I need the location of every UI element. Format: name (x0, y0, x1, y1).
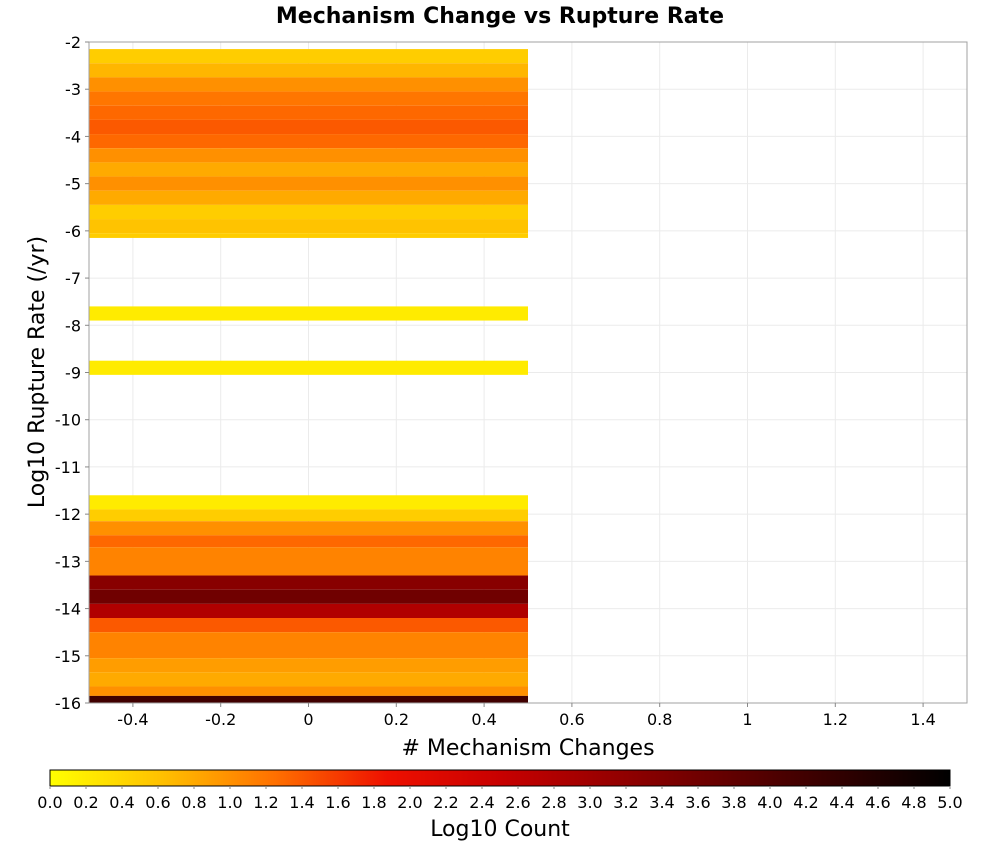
heatmap-cell (89, 535, 528, 548)
colorbar (49, 769, 951, 787)
heatmap-cell (89, 176, 528, 191)
colorbar-tick-label: 0.2 (73, 793, 98, 812)
colorbar-tick-label: 4.4 (829, 793, 854, 812)
heatmap-cell (89, 77, 528, 92)
colorbar-tick-label: 1.8 (361, 793, 386, 812)
heatmap-cell (89, 658, 528, 673)
colorbar-tick-label: 5.0 (937, 793, 962, 812)
colorbar-tick-label: 0.6 (145, 793, 170, 812)
y-tick-label: -6 (65, 222, 81, 241)
y-axis-label: Log10 Rupture Rate (/yr) (25, 236, 50, 508)
heatmap-cell (89, 521, 528, 536)
y-tick-label: -5 (65, 175, 81, 194)
heatmap-cell (89, 148, 528, 163)
x-tick-label: 0.2 (384, 710, 409, 729)
colorbar-tick-label: 3.6 (685, 793, 710, 812)
heatmap-cell (89, 134, 528, 149)
colorbar-tick-label: 4.6 (865, 793, 890, 812)
x-tick-label: 1 (742, 710, 752, 729)
colorbar-tick-label: 1.0 (217, 793, 242, 812)
heatmap-cell (89, 49, 528, 64)
heatmap-cell (89, 119, 528, 135)
y-tick-label: -16 (55, 694, 81, 713)
y-tick-label: -2 (65, 33, 81, 52)
colorbar-tick-label: 3.0 (577, 793, 602, 812)
colorbar-tick-label: 1.2 (253, 793, 278, 812)
heatmap-cell (89, 91, 528, 106)
y-tick-label: -13 (55, 552, 81, 571)
y-tick-label: -15 (55, 647, 81, 666)
x-tick-label: 0.8 (647, 710, 672, 729)
heatmap-cell (89, 105, 528, 120)
y-tick-label: -10 (55, 411, 81, 430)
x-axis-ticks: -0.4 -0.2 0 0.2 0.4 0.6 0.8 1 1.2 1.4 (117, 703, 936, 729)
heatmap-cell (89, 162, 528, 177)
x-tick-label: -0.4 (117, 710, 148, 729)
colorbar-tick-label: 4.8 (901, 793, 926, 812)
colorbar-tick-label: 1.6 (325, 793, 350, 812)
heatmap-cell (89, 686, 528, 696)
y-tick-label: -7 (65, 269, 81, 288)
x-tick-label: -0.2 (205, 710, 236, 729)
x-tick-label: 0 (303, 710, 313, 729)
colorbar-tick-label: 2.8 (541, 793, 566, 812)
y-tick-label: -11 (55, 458, 81, 477)
heatmap-cell (89, 547, 528, 576)
x-tick-label: 1.4 (910, 710, 935, 729)
heatmap-cell (89, 618, 528, 633)
colorbar-tick-label: 4.2 (793, 793, 818, 812)
y-tick-label: -8 (65, 316, 81, 335)
heatmap-cell (89, 632, 528, 659)
chart-title: Mechanism Change vs Rupture Rate (276, 4, 724, 29)
heatmap-cell (89, 495, 528, 510)
heatmap-cell (89, 219, 528, 234)
x-axis-label: # Mechanism Changes (401, 736, 654, 761)
heatmap-cell (89, 695, 528, 703)
colorbar-tick-label: 2.6 (505, 793, 530, 812)
x-tick-label: 0.4 (471, 710, 496, 729)
y-tick-label: -14 (55, 600, 81, 619)
colorbar-tick-label: 4.0 (757, 793, 782, 812)
y-axis-ticks: -2 -3 -4 -5 -6 -7 -8 -9 -10 -11 -12 -13 -14 -15 -16 (55, 33, 89, 713)
colorbar-tick-label: 0.0 (37, 793, 62, 812)
colorbar-tick-label: 2.2 (433, 793, 458, 812)
colorbar-tick-label: 1.4 (289, 793, 314, 812)
heatmap-cell (89, 63, 528, 78)
heatmap-cells (89, 49, 528, 703)
heatmap-cell (89, 672, 528, 687)
x-tick-label: 1.2 (823, 710, 848, 729)
colorbar-label: Log10 Count (430, 817, 570, 842)
y-tick-label: -9 (65, 364, 81, 383)
heatmap-cell (89, 190, 528, 205)
colorbar-tick-label: 3.2 (613, 793, 638, 812)
colorbar-ticks: 0.0 0.2 0.4 0.6 0.8 1.0 1.2 1.4 1.6 1.8 2.0 2.2 2.4 2… (37, 786, 963, 812)
y-tick-label: -12 (55, 505, 81, 524)
heatmap-cell (89, 575, 528, 590)
heatmap-cell (89, 603, 528, 619)
heatmap-cell (89, 589, 528, 604)
colorbar-tick-label: 0.4 (109, 793, 134, 812)
heatmap-cell (89, 360, 528, 375)
heatmap-cell (89, 204, 528, 220)
colorbar-tick-label: 2.0 (397, 793, 422, 812)
y-tick-label: -4 (65, 127, 81, 146)
heatmap-cell (89, 509, 528, 522)
colorbar-tick-label: 0.8 (181, 793, 206, 812)
y-tick-label: -3 (65, 80, 81, 99)
x-tick-label: 0.6 (559, 710, 584, 729)
colorbar-tick-label: 3.8 (721, 793, 746, 812)
colorbar-tick-label: 3.4 (649, 793, 674, 812)
colorbar-tick-label: 2.4 (469, 793, 494, 812)
heatmap-cell (89, 306, 528, 321)
heatmap-cell (89, 233, 528, 238)
